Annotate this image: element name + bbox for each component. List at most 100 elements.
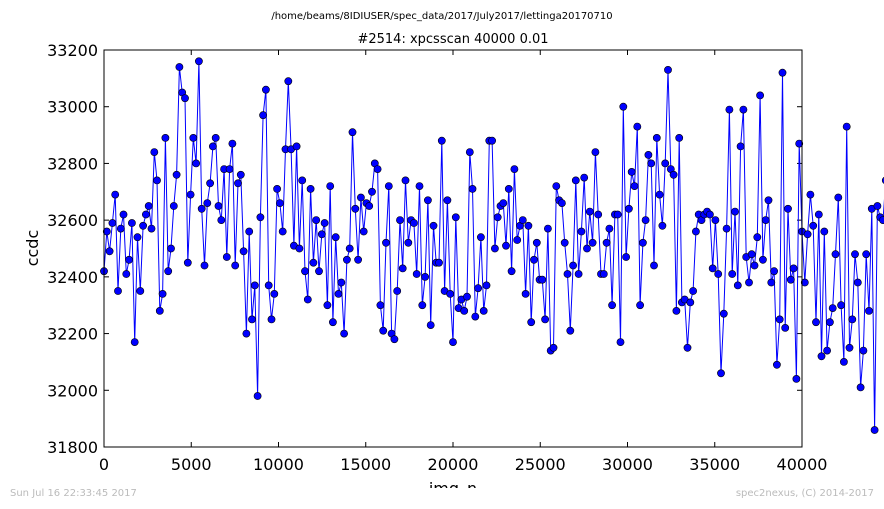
data-point [853,278,862,287]
data-point [373,165,382,173]
data-point [359,227,368,236]
data-point [474,284,482,293]
data-point [365,202,374,210]
data-point [356,193,365,202]
data-point [437,136,446,145]
data-point [382,238,390,247]
data-point [566,326,575,335]
data-point [253,392,262,400]
data-point [817,352,826,361]
data-point [538,275,547,284]
data-point [683,343,692,352]
data-point [627,167,636,176]
data-point [181,94,189,103]
line-chart: /home/beams/8IDIUSER/spec_data/2017/July… [23,11,884,488]
x-axis-label: img_n [429,479,477,488]
data-point [879,216,884,224]
data-point [800,278,809,287]
data-point [647,159,656,168]
y-tick-label: 32800 [47,154,98,173]
data-point [189,133,198,142]
data-point [711,216,720,224]
data-point [303,295,312,304]
data-point [789,264,798,273]
data-point [231,261,240,270]
data-point [784,204,792,213]
data-point [622,253,630,261]
data-point [401,176,410,185]
data-point [641,216,650,224]
data-point [552,182,561,190]
data-point [169,202,178,210]
data-point [108,219,117,227]
data-point [717,369,725,378]
data-point [111,190,120,199]
data-point [574,270,583,278]
data-point [214,202,223,210]
data-point [398,264,407,273]
data-point [585,207,594,216]
data-point [323,301,332,310]
data-point [733,281,742,290]
data-point [476,233,485,242]
data-point [625,204,633,213]
data-point [558,199,566,207]
data-point [139,221,147,230]
data-point [284,77,293,86]
data-point [792,374,801,383]
data-point [175,63,184,71]
data-point [686,298,695,307]
data-point [465,148,474,156]
data-point [122,270,131,278]
data-point [326,182,335,190]
data-point [273,184,281,193]
data-point [144,202,153,210]
data-point [812,318,820,327]
data-point [840,357,848,366]
data-point [228,139,237,148]
data-point [164,267,173,276]
data-point [172,170,181,179]
x-tick-label: 10000 [253,455,304,474]
data-point [650,261,658,270]
data-point [633,122,642,131]
data-point [309,258,318,267]
data-point [745,278,753,287]
data-point [127,219,136,227]
data-point [328,318,337,327]
data-point [105,247,114,256]
data-point [451,213,460,222]
data-point [390,335,399,344]
data-point [675,133,684,142]
data-point [739,105,748,114]
data-point [851,250,859,259]
data-point [608,301,616,310]
data-point [731,207,739,216]
data-point [806,190,815,199]
data-point [421,272,429,281]
data-point [778,68,787,77]
data-point [368,187,376,196]
data-point [527,318,536,327]
data-point [208,142,217,151]
data-point [580,173,589,182]
data-point [155,306,164,315]
plot-frame [103,49,803,448]
data-point [613,210,622,219]
data-point [136,287,145,295]
data-point [619,102,628,111]
data-point [814,210,823,219]
data-point [560,238,569,247]
data-point [340,329,348,338]
x-tick-label: 25000 [515,455,566,474]
data-point [337,278,346,287]
data-point [786,275,795,284]
data-point [770,267,778,276]
data-point [200,261,209,270]
data-point [831,250,840,259]
data-point [119,210,128,219]
data-point [222,253,231,261]
data-point [828,304,837,312]
data-series [100,57,884,434]
data-point [261,85,270,94]
